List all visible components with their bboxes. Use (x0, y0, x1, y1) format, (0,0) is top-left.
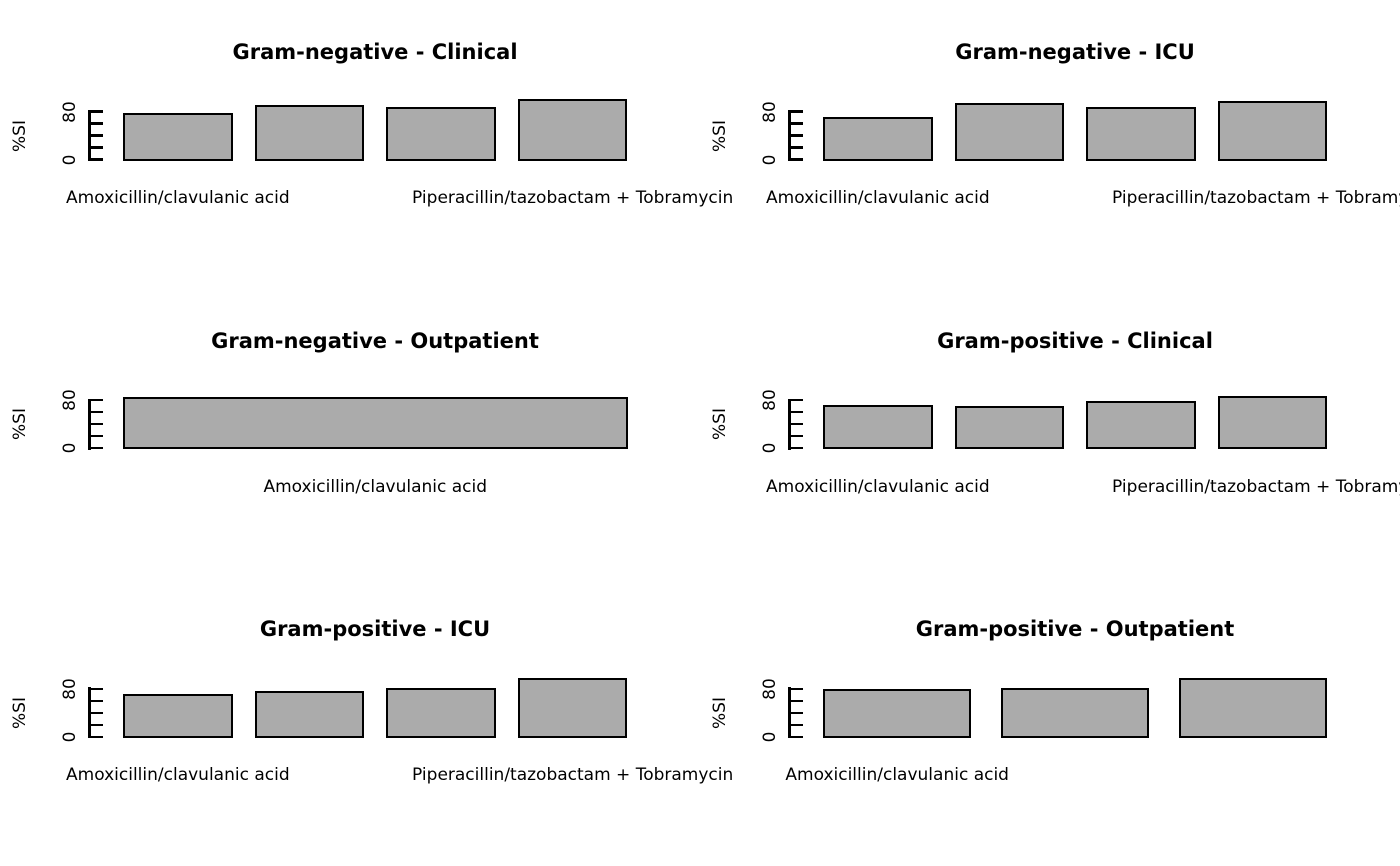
chart-panel-gram-negative-icu: Gram-negative - ICU %SI 0 80 Amoxicillin/cla… (700, 0, 1400, 289)
x-category-label: Piperacillin/tazobactam + Tobramycin (1112, 476, 1400, 497)
y-tick-label: 80 (760, 100, 780, 123)
chart-panel-gram-negative-outpatient: Gram-negative - Outpatient %SI 0 80 Amoxicil… (0, 289, 700, 578)
y-axis-tick (788, 146, 803, 149)
bar-gram-positive-outpatient-1 (1001, 687, 1150, 739)
y-axis-tick (788, 446, 803, 450)
y-axis-label: %SI (710, 696, 730, 729)
y-tick-label: 80 (60, 678, 80, 700)
chart-panel-gram-negative-clinical: Gram-negative - Clinical %SI 0 80 Amoxicilli… (0, 0, 733, 289)
y-axis-tick (788, 735, 803, 739)
y-axis-tick (88, 711, 103, 715)
x-category-label: Piperacillin/tazobactam + Tobramycin (412, 765, 734, 786)
x-category-label: Amoxicillin/clavulanic acid (766, 188, 990, 208)
y-axis-tick (788, 723, 803, 727)
bar-gram-positive-clinical-0 (823, 404, 933, 450)
bar-gram-positive-icu-3 (517, 677, 628, 739)
panel-title: Gram-negative - Outpatient (211, 328, 539, 353)
y-axis-label: %SI (710, 408, 730, 441)
x-category-label: Amoxicillin/clavulanic acid (785, 765, 1009, 786)
y-axis-tick (88, 446, 103, 450)
y-axis-tick (88, 699, 103, 703)
y-tick-label: 0 (60, 154, 80, 165)
bar-gram-positive-icu-0 (123, 694, 233, 739)
y-axis-tick (88, 398, 103, 402)
y-axis-tick (88, 687, 103, 691)
y-axis-tick (88, 122, 103, 125)
bar-gram-negative-icu-2 (1086, 107, 1196, 161)
y-tick-label: 80 (760, 678, 780, 700)
panel-title: Gram-negative - Clinical (232, 40, 518, 64)
y-axis-tick (788, 122, 803, 125)
y-tick-label: 0 (60, 442, 80, 454)
x-category-label: Piperacillin/tazobactam + Tobramycin (1112, 188, 1400, 208)
y-axis-tick (88, 434, 103, 438)
y-tick-label: 80 (60, 100, 80, 123)
bar-gram-negative-clinical-3 (517, 99, 628, 161)
bar-gram-negative-clinical-0 (123, 112, 233, 161)
panel-title: Gram-positive - Outpatient (915, 617, 1235, 642)
x-category-label: Amoxicillin/clavulanic acid (766, 476, 990, 497)
y-tick-label: 0 (760, 154, 780, 165)
x-category-label: Amoxicillin/clavulanic acid (66, 765, 290, 786)
y-tick-label: 0 (760, 442, 780, 454)
y-axis-tick (788, 410, 803, 414)
y-axis-tick (88, 134, 103, 137)
y-axis-label: %SI (10, 119, 30, 152)
y-axis-tick (788, 110, 803, 113)
y-axis-tick (788, 434, 803, 438)
bar-gram-negative-icu-1 (954, 103, 1065, 161)
panel-title: Gram-negative - ICU (955, 40, 1195, 64)
bar-gram-negative-icu-3 (1217, 100, 1328, 161)
y-axis-tick (788, 699, 803, 703)
bar-gram-negative-clinical-2 (386, 106, 496, 161)
panel-title: Gram-positive - ICU (259, 617, 491, 642)
y-axis-tick (88, 146, 103, 149)
y-axis-tick (788, 687, 803, 691)
bar-gram-positive-icu-1 (254, 691, 365, 739)
chart-panel-gram-positive-icu: Gram-positive - ICU %SI 0 80 Amoxicillin/cla… (0, 577, 733, 866)
panel-title: Gram-positive - Clinical (937, 328, 1213, 353)
y-tick-label: 0 (60, 731, 80, 743)
y-axis-tick (88, 735, 103, 739)
y-axis-tick (88, 158, 103, 161)
y-axis-tick (788, 134, 803, 137)
chart-panel-gram-positive-clinical: Gram-positive - Clinical %SI 0 80 Amoxicilli… (700, 289, 1400, 578)
chart-panel-gram-positive-outpatient: Gram-positive - Outpatient %SI 0 80 Amoxicil… (700, 577, 1400, 866)
bar-gram-positive-clinical-2 (1086, 400, 1196, 450)
y-axis-tick (788, 711, 803, 715)
bar-gram-negative-icu-0 (823, 116, 933, 161)
x-category-label: Amoxicillin/clavulanic acid (263, 476, 488, 497)
bar-gram-positive-outpatient-0 (823, 689, 972, 739)
y-tick-label: 80 (60, 389, 80, 411)
y-tick-label: 0 (760, 731, 780, 743)
y-axis-label: %SI (10, 408, 30, 441)
y-axis-tick (788, 158, 803, 161)
y-axis-label: %SI (710, 119, 730, 152)
y-axis-tick (88, 723, 103, 727)
bar-gram-positive-clinical-3 (1217, 395, 1328, 450)
bar-gram-positive-icu-2 (386, 687, 496, 739)
bar-gram-negative-clinical-1 (254, 105, 365, 161)
y-axis-tick (88, 410, 103, 414)
y-axis-tick (788, 398, 803, 402)
y-axis-tick (88, 110, 103, 113)
bar-gram-negative-outpatient-0 (123, 397, 628, 450)
bar-gram-positive-outpatient-2 (1179, 677, 1328, 739)
y-axis-label: %SI (10, 696, 30, 729)
bar-gram-positive-clinical-1 (954, 406, 1065, 450)
y-axis-tick (88, 422, 103, 426)
x-category-label: Piperacillin/tazobactam + Tobramycin (412, 188, 734, 208)
y-axis-tick (788, 422, 803, 426)
x-category-label: Amoxicillin/clavulanic acid (66, 188, 290, 208)
y-tick-label: 80 (760, 389, 780, 411)
